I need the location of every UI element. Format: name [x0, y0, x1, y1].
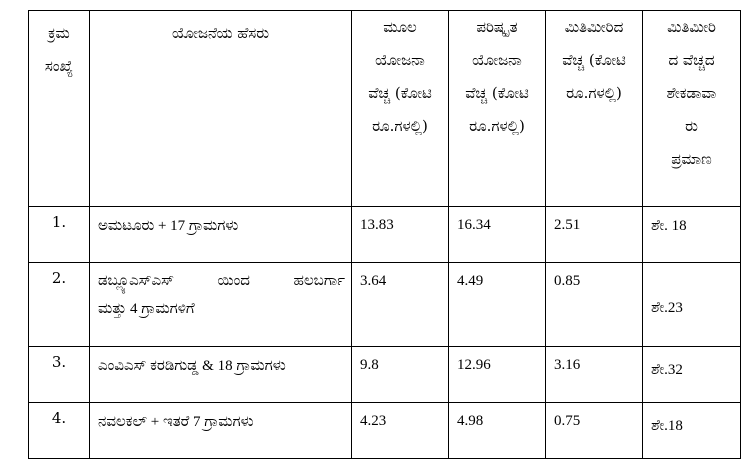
excess-cost: 3.16 — [545, 346, 643, 403]
scheme-name-line: ಮತ್ತು 4 ಗ್ರಾಮಗಳಿಗೆ — [98, 301, 195, 317]
scheme-name: ನವಲಕಲ್ + ಇತರೆ 7 ಗ್ರಾಮಗಳು — [89, 402, 352, 459]
scheme-name: ಎಂವಿಎಸ್ ಕರಡಿಗುಡ್ಡ & 18 ಗ್ರಾಮಗಳು — [89, 346, 352, 403]
excess-percentage-value: ಶೇ.18 — [651, 418, 683, 434]
serial-number: 1. — [28, 206, 90, 263]
header-scheme-name: ಯೋಜನೆಯ ಹೆಸರು — [89, 10, 352, 207]
header-line: ವೆಚ್ಚ (ಕೋಟಿ — [465, 84, 529, 102]
cost-overrun-table: ಕ್ರಮ ಸಂಖ್ಯೆ ಯೋಜನೆಯ ಹೆಸರು ಮೂಲ ಯೋಜನಾ ವೆಚ್ಚ… — [28, 10, 741, 459]
header-excess-percentage: ಮಿತಿಮೀರಿ ದ ವೆಚ್ಚದ ಶೇಕಡಾವಾ ರು ಪ್ರಮಾಣ — [642, 10, 741, 207]
excess-cost: 0.85 — [545, 262, 643, 347]
table-row: 4. ನವಲಕಲ್ + ಇತರೆ 7 ಗ್ರಾಮಗಳು 4.23 4.98 0.… — [28, 402, 741, 459]
scheme-name-line: ಡಬ್ಲ್ಯೂಎಸ್ಎಸ್ ಯಿಂದ ಹಲಬರ್ಗಾ — [98, 273, 345, 289]
header-line: ಯೋಜನೆಯ ಹೆಸರು — [172, 24, 269, 42]
header-original-cost: ಮೂಲ ಯೋಜನಾ ವೆಚ್ಚ (ಕೋಟಿ ರೂ.ಗಳಲ್ಲಿ) — [351, 10, 449, 207]
original-cost: 13.83 — [351, 206, 449, 263]
header-line: ದ ವೆಚ್ಚದ — [668, 51, 715, 69]
header-line: ಮಿತಿಮೀರಿದ — [564, 18, 624, 36]
header-line: ರು — [685, 117, 698, 135]
revised-cost: 4.49 — [448, 262, 546, 347]
header-line: ಪ್ರಮಾಣ — [671, 150, 712, 168]
original-cost: 4.23 — [351, 402, 449, 459]
header-line: ಶೇಕಡಾವಾ — [666, 84, 717, 102]
header-line: ಮೂಲ — [383, 18, 417, 36]
excess-percentage: ಶೇ.32 — [642, 346, 741, 403]
header-serial-number: ಕ್ರಮ ಸಂಖ್ಯೆ — [28, 10, 90, 207]
original-cost: 9.8 — [351, 346, 449, 403]
scheme-name-line: ನವಲಕಲ್ + ಇತರೆ 7 ಗ್ರಾಮಗಳು — [98, 414, 254, 430]
scheme-name: ಡಬ್ಲ್ಯೂಎಸ್ಎಸ್ ಯಿಂದ ಹಲಬರ್ಗಾ ಮತ್ತು 4 ಗ್ರಾಮ… — [89, 262, 352, 347]
scheme-name: ಅಮಟೂರು + 17 ಗ್ರಾಮಗಳು — [89, 206, 352, 263]
header-line: ರೂ.ಗಳಲ್ಲಿ) — [566, 84, 622, 102]
header-line: ರೂ.ಗಳಲ್ಲಿ) — [372, 117, 428, 135]
header-line: ರೂ.ಗಳಲ್ಲಿ) — [469, 117, 525, 135]
header-row: ಕ್ರಮ ಸಂಖ್ಯೆ ಯೋಜನೆಯ ಹೆಸರು ಮೂಲ ಯೋಜನಾ ವೆಚ್ಚ… — [28, 10, 741, 207]
header-line: ಪರಿಷ್ಕೃತ — [476, 18, 518, 36]
table-row: 1. ಅಮಟೂರು + 17 ಗ್ರಾಮಗಳು 13.83 16.34 2.51… — [28, 206, 741, 263]
excess-cost: 0.75 — [545, 402, 643, 459]
excess-percentage-value: ಶೇ.32 — [651, 362, 683, 378]
header-line: ಯೋಜನಾ — [472, 51, 522, 69]
header-line: ಕ್ರಮ — [48, 24, 70, 42]
header-line: ವೆಚ್ಚ (ಕೋಟಿ — [562, 51, 626, 69]
excess-percentage: ಶೇ. 18 — [642, 206, 741, 263]
header-line: ಯೋಜನಾ — [375, 51, 425, 69]
table-row: 2. ಡಬ್ಲ್ಯೂಎಸ್ಎಸ್ ಯಿಂದ ಹಲಬರ್ಗಾ ಮತ್ತು 4 ಗ್… — [28, 262, 741, 347]
scheme-name-line: ಎಂವಿಎಸ್ ಕರಡಿಗುಡ್ಡ & 18 ಗ್ರಾಮಗಳು — [98, 358, 286, 374]
serial-number: 2. — [28, 262, 90, 347]
header-line: ಮಿತಿಮೀರಿ — [667, 18, 716, 36]
excess-percentage-value: ಶೇ.23 — [651, 300, 683, 316]
serial-number: 3. — [28, 346, 90, 403]
original-cost: 3.64 — [351, 262, 449, 347]
serial-number: 4. — [28, 402, 90, 459]
header-excess-cost: ಮಿತಿಮೀರಿದ ವೆಚ್ಚ (ಕೋಟಿ ರೂ.ಗಳಲ್ಲಿ) — [545, 10, 643, 207]
revised-cost: 16.34 — [448, 206, 546, 263]
revised-cost: 4.98 — [448, 402, 546, 459]
header-line: ಸಂಖ್ಯೆ — [44, 57, 74, 75]
excess-percentage: ಶೇ.23 — [642, 262, 741, 347]
revised-cost: 12.96 — [448, 346, 546, 403]
excess-cost: 2.51 — [545, 206, 643, 263]
header-line: ವೆಚ್ಚ (ಕೋಟಿ — [368, 84, 432, 102]
excess-percentage: ಶೇ.18 — [642, 402, 741, 459]
table-row: 3. ಎಂವಿಎಸ್ ಕರಡಿಗುಡ್ಡ & 18 ಗ್ರಾಮಗಳು 9.8 1… — [28, 346, 741, 403]
scheme-name-line: ಅಮಟೂರು + 17 ಗ್ರಾಮಗಳು — [98, 218, 239, 234]
header-revised-cost: ಪರಿಷ್ಕೃತ ಯೋಜನಾ ವೆಚ್ಚ (ಕೋಟಿ ರೂ.ಗಳಲ್ಲಿ) — [448, 10, 546, 207]
